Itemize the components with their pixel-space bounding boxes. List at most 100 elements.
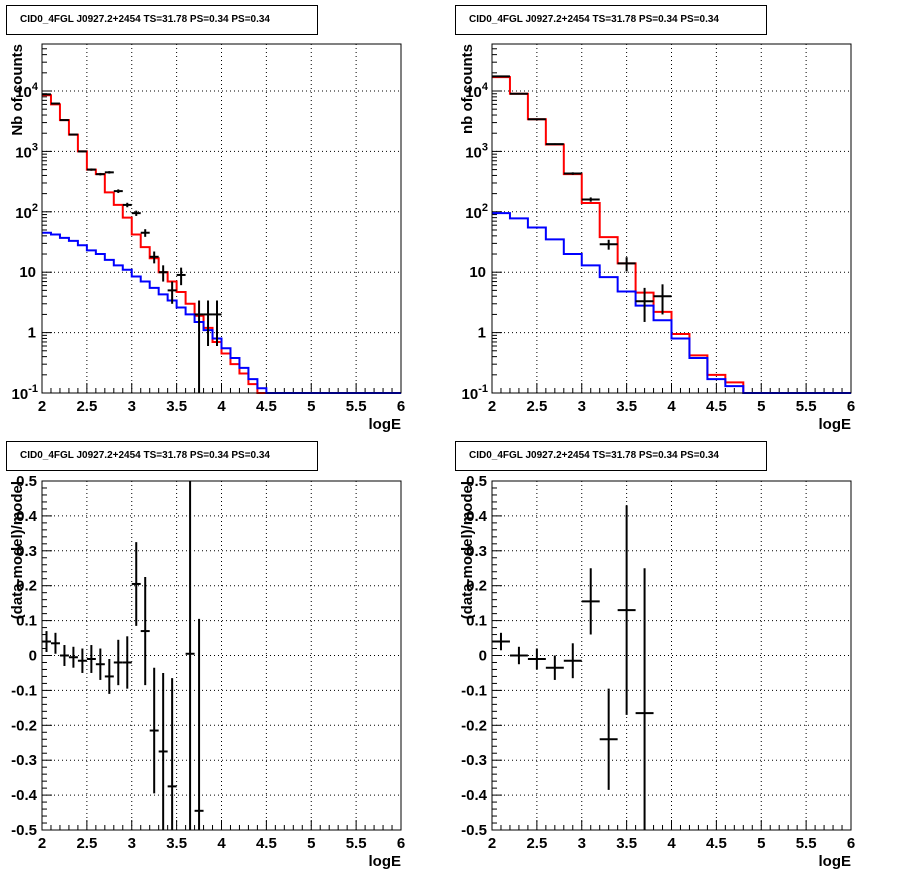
x-tick-label: 2: [488, 398, 496, 415]
x-tick-label: 3: [578, 398, 586, 415]
x-tick-label: 5.5: [346, 835, 367, 852]
plot-frame: [41, 43, 402, 394]
x-tick-label: 4.5: [706, 835, 727, 852]
data-point: [104, 171, 114, 174]
residual-point: [122, 636, 132, 689]
x-tick-label: 3.5: [166, 835, 187, 852]
data-point: [68, 133, 78, 136]
data-point: [122, 202, 132, 208]
y-tick-label: 0.4: [466, 508, 488, 525]
x-tick-label: 3.5: [616, 835, 637, 852]
residual-point: [140, 576, 150, 686]
x-tick-label: 2: [38, 835, 46, 852]
data-point: [212, 300, 222, 346]
residual-point: [635, 568, 654, 830]
data-point: [95, 172, 105, 176]
data-point: [599, 239, 618, 250]
x-tick-label: 3.5: [166, 398, 187, 415]
x-tick-label: 2: [38, 398, 46, 415]
data-point: [653, 284, 672, 315]
data-point: [131, 210, 141, 216]
y-tick-label: -0.4: [461, 787, 488, 804]
data-point: [149, 251, 159, 264]
plot-frame: [41, 480, 402, 831]
residual-point: [42, 631, 51, 653]
x-tick-label: 4: [667, 835, 676, 852]
x-tick-label: 5: [307, 398, 315, 415]
x-tick-label: 2.5: [526, 835, 547, 852]
x-tick-label: 6: [847, 835, 855, 852]
residual-point: [95, 648, 105, 680]
x-tick-label: 4: [667, 398, 676, 415]
data-point: [158, 265, 168, 282]
y-tick-label: 10: [469, 264, 486, 281]
residual-point: [149, 667, 159, 794]
residual-point: [599, 688, 618, 790]
y-tick-label: 10: [19, 264, 36, 281]
y-tick-label: 104: [465, 81, 489, 101]
y-tick-label: 1: [28, 325, 36, 342]
x-tick-label: 5.5: [346, 398, 367, 415]
data-point: [581, 197, 600, 202]
x-tick-label: 6: [847, 398, 855, 415]
y-tick-label: -0.4: [11, 787, 38, 804]
residual-point: [113, 639, 123, 686]
data-point: [527, 118, 546, 121]
x-tick-label: 3.5: [616, 398, 637, 415]
y-tick-label: 0.5: [16, 473, 37, 490]
y-tick-label: 103: [15, 141, 38, 161]
plot-top-right: 2 2.5 3 3.5 4 4.5 5 5.5 6 10-1 1 10 102 103 104 logE nb …: [459, 43, 855, 433]
x-axis-label: logE: [369, 416, 402, 433]
x-axis-label: logE: [369, 853, 402, 870]
residual-point: [617, 505, 636, 715]
residual-point: [104, 658, 114, 694]
y-tick-label: 0.2: [16, 578, 37, 595]
x-tick-label: 2.5: [76, 398, 97, 415]
x-tick-label: 4: [217, 835, 226, 852]
x-tick-label: 2: [488, 835, 496, 852]
plot-frame: [491, 480, 852, 831]
data-point: [59, 119, 69, 122]
x-tick-label: 3: [578, 835, 586, 852]
x-tick-label: 6: [397, 398, 405, 415]
residual-point: [581, 568, 600, 635]
y-tick-label: 0.1: [16, 613, 37, 630]
plot-frame: [491, 43, 852, 394]
y-tick-label: 102: [15, 202, 38, 222]
x-tick-label: 5.5: [796, 398, 817, 415]
y-tick-label: -0.3: [11, 752, 37, 769]
x-tick-label: 5: [757, 835, 765, 852]
y-tick-label: -0.2: [461, 717, 487, 734]
x-tick-label: 4.5: [256, 835, 277, 852]
residual-point: [158, 672, 168, 830]
data-point: [77, 150, 87, 153]
residual-point: [492, 632, 510, 651]
data-point: [86, 168, 96, 171]
residual-point: [194, 618, 204, 830]
data-point: [203, 300, 213, 346]
y-tick-label: 0.5: [466, 473, 487, 490]
panel-title-top-left: CID0_4FGL J0927.2+2454 TS=31.78 PS=0.34 …: [6, 5, 318, 35]
residual-point: [509, 646, 528, 665]
x-axis-label: logE: [819, 853, 852, 870]
x-axis-label: logE: [819, 416, 852, 433]
plot-top-left: 2 2.5 3 3.5 4 4.5 5 5.5 6 10-1 1 10 102 103 104 logE Nb …: [9, 43, 405, 433]
residual-point: [545, 655, 564, 680]
y-tick-label: 1: [478, 325, 486, 342]
residual-point: [563, 643, 582, 679]
x-tick-label: 5: [757, 398, 765, 415]
residual-point: [131, 542, 141, 626]
residual-point: [50, 632, 60, 654]
x-tick-label: 4: [217, 398, 226, 415]
x-tick-label: 4.5: [256, 398, 277, 415]
residual-point: [86, 645, 96, 673]
y-tick-label: 0.3: [16, 543, 37, 560]
data-point: [140, 229, 150, 237]
x-tick-label: 4.5: [706, 398, 727, 415]
x-tick-label: 3: [128, 835, 136, 852]
y-tick-label: -0.1: [11, 682, 37, 699]
data-point: [176, 267, 186, 286]
y-tick-label: 0.2: [466, 578, 487, 595]
panel-title-bottom-right: CID0_4FGL J0927.2+2454 TS=31.78 PS=0.34 …: [455, 441, 767, 471]
